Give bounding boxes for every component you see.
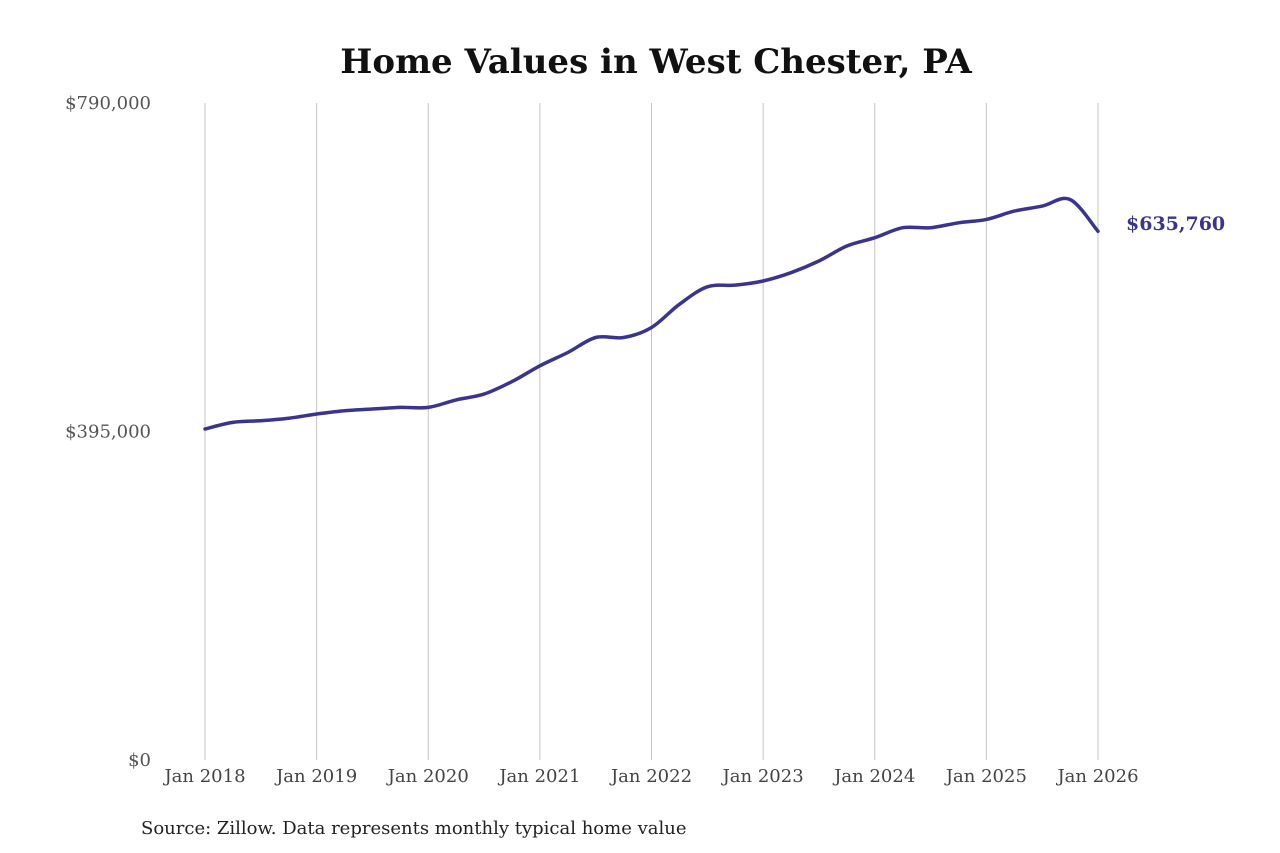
x-tick-label: Jan 2019 xyxy=(274,766,357,787)
x-tick-label: Jan 2021 xyxy=(497,766,580,787)
x-axis: Jan 2018 Jan 2019 Jan 2020 Jan 2021 Jan 2022… xyxy=(162,766,1138,787)
x-tick-label: Jan 2026 xyxy=(1055,766,1138,787)
home-value-line xyxy=(203,196,1100,431)
gridlines xyxy=(204,103,1099,760)
x-tick-label: Jan 2018 xyxy=(162,766,245,787)
y-axis: $0 $395,000 $790,000 xyxy=(65,93,151,771)
x-tick-label: Jan 2020 xyxy=(386,766,469,787)
end-value-label: $635,760 xyxy=(1126,213,1225,235)
x-tick-label: Jan 2025 xyxy=(944,766,1027,787)
x-tick-label: Jan 2024 xyxy=(832,766,915,787)
source-note: Source: Zillow. Data represents monthly … xyxy=(141,818,687,839)
x-tick-label: Jan 2023 xyxy=(721,766,804,787)
chart-title: Home Values in West Chester, PA xyxy=(340,42,972,82)
y-tick-label: $395,000 xyxy=(65,422,151,443)
x-tick-label: Jan 2022 xyxy=(609,766,692,787)
y-tick-label: $790,000 xyxy=(65,93,151,114)
y-tick-label: $0 xyxy=(128,750,151,771)
